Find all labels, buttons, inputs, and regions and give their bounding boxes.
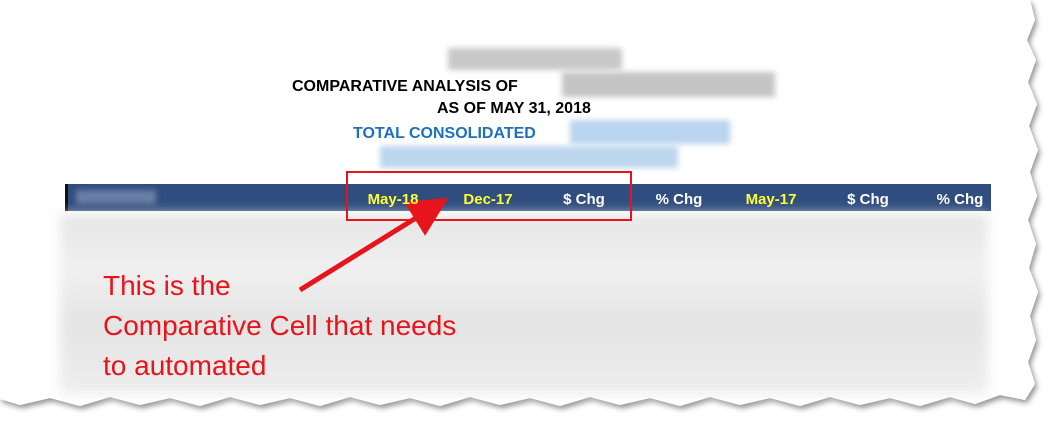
redacted [76, 190, 156, 204]
redacted [448, 48, 622, 70]
annotation-text: This is the [103, 270, 231, 301]
column-header: $ Chg [847, 191, 889, 208]
arrow [298, 197, 449, 293]
column-header: % Chg [936, 191, 984, 208]
annotation-text: Comparative Cell that needs [103, 310, 457, 341]
annotation-text: to automated [103, 350, 267, 381]
column-header: $ Chg [563, 191, 605, 208]
report-date: AS OF MAY 31, 2018 [437, 100, 591, 117]
report-entity: TOTAL CONSOLIDATED [353, 125, 536, 142]
redacted [562, 72, 775, 97]
report-title: COMPARATIVE ANALYSIS OF [292, 78, 518, 95]
column-header-bar [65, 184, 991, 211]
column-header: May-17 [745, 191, 797, 208]
highlight-box [346, 171, 632, 221]
column-header: % Chg [655, 191, 703, 208]
column-header: Dec-17 [463, 191, 513, 208]
column-header: May-18 [367, 191, 419, 208]
redacted [570, 120, 730, 144]
redacted [380, 146, 678, 168]
redacted-table-body [60, 214, 988, 394]
